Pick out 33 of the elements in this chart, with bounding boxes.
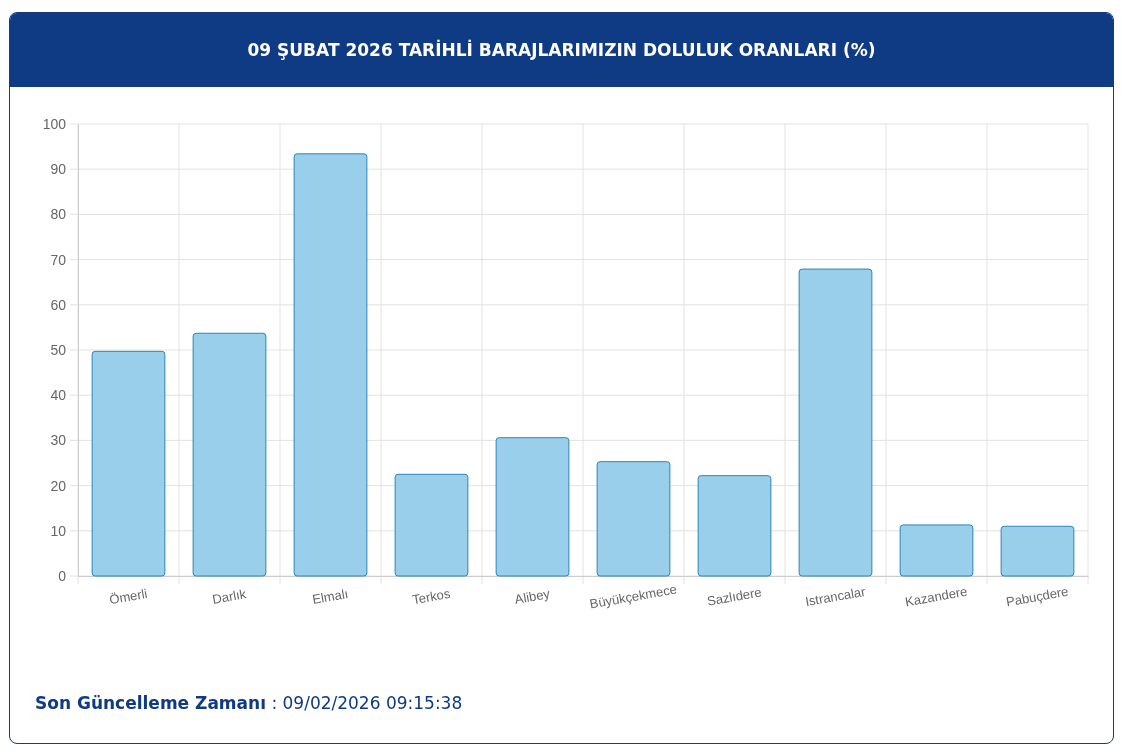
x-tick-label: Pabuçdere xyxy=(1004,583,1070,610)
bar xyxy=(192,332,267,577)
x-tick-label: Terkos xyxy=(411,585,452,608)
y-tick-label: 10 xyxy=(50,522,67,539)
y-tick-label: 90 xyxy=(50,161,67,178)
bar xyxy=(394,473,469,577)
x-tick-label: Darlık xyxy=(211,586,248,607)
bar xyxy=(1000,525,1075,577)
x-tick-label: Elmalı xyxy=(311,586,350,608)
y-tick-label: 100 xyxy=(42,115,67,132)
y-tick-label: 60 xyxy=(50,296,67,313)
x-tick-label: Kazandere xyxy=(903,583,969,610)
x-tick-label: Büyükçekmece xyxy=(588,581,678,612)
bar xyxy=(596,461,671,577)
y-tick-label: 0 xyxy=(58,567,67,584)
bar xyxy=(91,350,166,577)
chart-title: 09 ŞUBAT 2026 TARİHLİ BARAJLARIMIZIN DOLULUK ORANLARI (%) xyxy=(10,13,1113,87)
x-tick-label: Sazlıdere xyxy=(705,584,763,609)
y-tick-label: 20 xyxy=(50,477,67,494)
bar xyxy=(899,524,974,577)
bar xyxy=(495,437,570,577)
text: Son Güncelleme Zamanı : 09/02/2026 09:15:38 xyxy=(35,693,463,713)
y-tick-label: 70 xyxy=(50,251,67,268)
bar xyxy=(293,153,368,577)
bar xyxy=(697,475,772,577)
y-tick-label: 30 xyxy=(50,432,67,449)
y-tick-label: 80 xyxy=(50,206,67,223)
y-tick-label: 50 xyxy=(50,341,67,358)
x-tick-label: Ömerli xyxy=(108,585,149,608)
x-tick-label: Alibey xyxy=(513,585,552,607)
y-tick-label: 40 xyxy=(50,387,67,404)
bar xyxy=(798,268,873,577)
x-tick-label: Istrancalar xyxy=(804,583,868,610)
